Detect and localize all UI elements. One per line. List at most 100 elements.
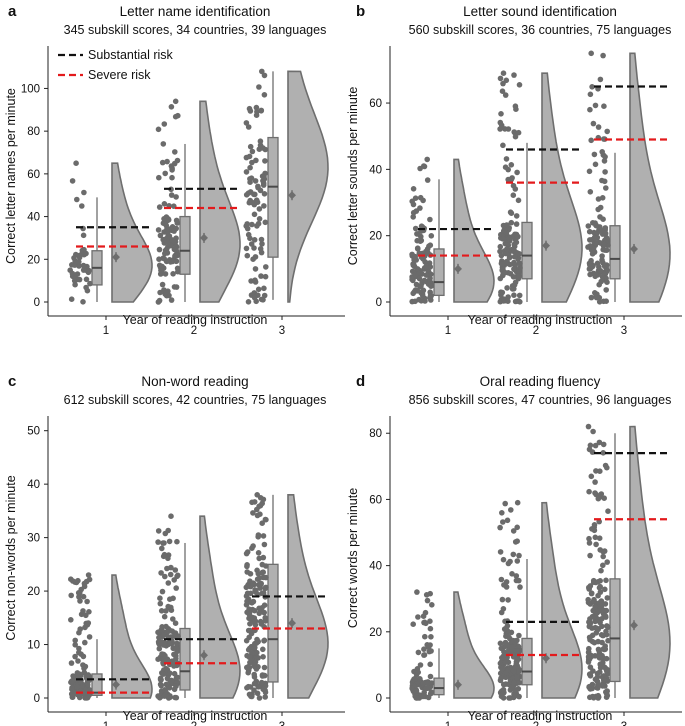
data-point <box>258 273 264 279</box>
data-point <box>158 682 164 689</box>
data-point <box>76 694 83 701</box>
data-point <box>595 694 602 700</box>
data-point <box>499 596 506 603</box>
data-point <box>424 156 431 163</box>
data-point <box>161 121 168 127</box>
x-tick-label: 2 <box>191 721 197 726</box>
y-axis-label: Correct non-words per minute <box>4 475 18 640</box>
data-point <box>244 685 250 691</box>
data-point <box>255 532 262 538</box>
data-point <box>84 681 91 688</box>
data-point <box>84 598 90 605</box>
chart-title: Letter sound identification <box>463 4 617 19</box>
data-point <box>417 165 423 172</box>
data-point <box>251 191 257 198</box>
x-tick-label: 1 <box>103 721 109 726</box>
data-point <box>160 671 167 677</box>
panel-letter: d <box>356 373 365 390</box>
data-point <box>516 269 522 276</box>
violin-density <box>629 425 671 699</box>
data-point <box>516 273 522 280</box>
data-point <box>243 169 250 175</box>
data-point <box>586 228 593 235</box>
data-point <box>156 174 162 181</box>
data-point <box>156 256 162 263</box>
data-point <box>502 500 509 507</box>
data-point <box>157 289 163 296</box>
data-point <box>503 584 510 590</box>
data-point <box>161 613 168 620</box>
data-point <box>589 685 595 692</box>
data-point <box>503 156 510 162</box>
data-point <box>243 120 250 126</box>
data-point <box>69 678 75 684</box>
violin-density <box>453 158 495 303</box>
mean-marker <box>200 233 208 242</box>
legend: Substantial risk Severe risk <box>58 48 174 82</box>
data-point <box>422 259 428 265</box>
data-point <box>420 693 426 700</box>
data-point <box>263 264 269 270</box>
data-point <box>588 294 595 301</box>
data-point <box>172 253 178 259</box>
data-point <box>68 617 74 623</box>
data-point <box>159 159 166 166</box>
data-point <box>156 634 162 641</box>
data-point <box>592 490 598 496</box>
legend-label-severe: Severe risk <box>88 68 151 82</box>
data-point <box>499 510 505 516</box>
data-point <box>410 621 417 627</box>
violin-density <box>541 501 583 699</box>
data-point <box>263 584 269 591</box>
data-point <box>499 236 506 242</box>
data-point <box>599 257 605 263</box>
data-point <box>70 673 76 679</box>
data-point <box>498 252 505 259</box>
data-point <box>258 108 265 114</box>
data-point <box>592 676 599 683</box>
data-point <box>251 211 258 218</box>
data-point <box>261 191 268 197</box>
data-point <box>168 513 174 519</box>
data-point <box>260 145 266 151</box>
data-point <box>85 572 92 578</box>
data-point <box>511 241 518 248</box>
data-point <box>505 597 511 603</box>
data-point <box>77 626 83 632</box>
data-point <box>410 186 417 192</box>
data-point <box>595 682 601 688</box>
data-point <box>164 565 170 572</box>
data-point <box>504 246 510 252</box>
data-point <box>157 595 163 601</box>
data-point <box>164 629 171 635</box>
data-point <box>428 233 435 239</box>
data-point <box>604 128 610 135</box>
group-year-2 <box>155 513 241 701</box>
y-tick-label: 40 <box>369 561 382 573</box>
data-point <box>76 645 82 652</box>
data-point <box>172 620 179 626</box>
data-point <box>424 177 431 183</box>
data-point <box>511 266 517 272</box>
data-point <box>163 657 170 663</box>
data-point <box>592 161 599 168</box>
data-point <box>245 124 252 130</box>
data-point <box>593 541 599 548</box>
data-point <box>590 249 597 255</box>
data-point <box>590 428 596 435</box>
data-point <box>585 223 592 229</box>
data-point <box>159 545 165 552</box>
data-point <box>506 695 512 701</box>
chart-subtitle: 345 subskill scores, 34 countries, 39 la… <box>64 23 327 37</box>
mean-marker <box>454 680 462 689</box>
data-point <box>80 593 87 600</box>
data-point <box>510 182 517 189</box>
data-point <box>259 500 266 507</box>
data-point <box>417 270 423 276</box>
data-point <box>507 261 513 268</box>
data-point <box>255 183 261 190</box>
data-point <box>586 488 592 495</box>
y-tick-label: 0 <box>376 297 382 309</box>
data-point <box>155 539 161 545</box>
data-point <box>589 613 596 620</box>
